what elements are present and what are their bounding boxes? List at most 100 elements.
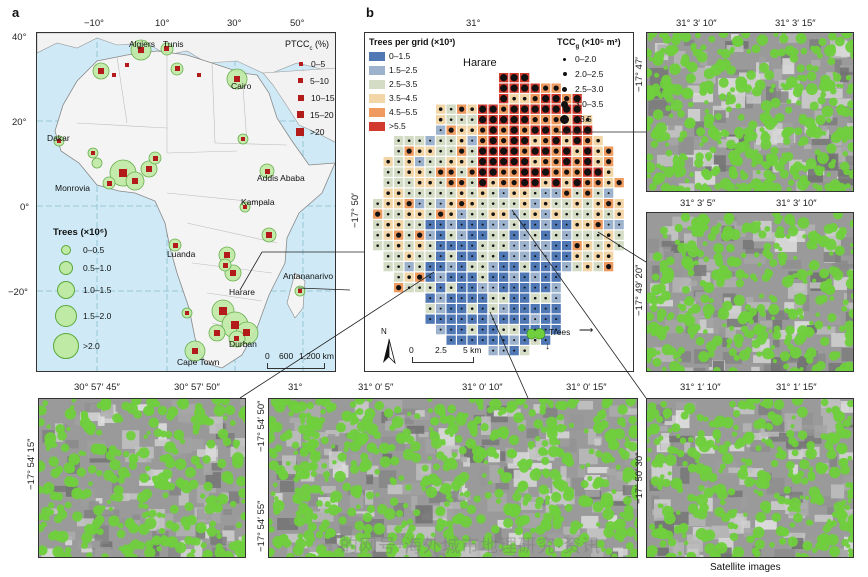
tcc-dot — [502, 318, 505, 321]
tcc-dot — [531, 105, 539, 113]
lat-tick: 40° — [12, 32, 27, 43]
tcc-dot — [513, 297, 516, 300]
y-tick: −17° 54′ 55″ — [256, 500, 267, 552]
tcc-dot — [534, 276, 537, 279]
tcc-dot — [418, 286, 421, 289]
tcc-dot — [429, 276, 432, 279]
color-swatch — [369, 107, 385, 117]
tcc-dot — [481, 244, 484, 247]
tcc-dot — [407, 244, 411, 247]
tcc-dot — [502, 286, 505, 289]
tcc-dot — [502, 233, 505, 237]
tcc-dot — [479, 168, 487, 176]
tcc-dot — [574, 243, 580, 249]
tcc-dot — [523, 223, 526, 226]
tcc-dot — [386, 233, 390, 237]
ptcc-legend-item: >20 — [310, 126, 325, 137]
tcc-dot — [543, 85, 549, 91]
tcc-dot — [450, 276, 453, 279]
tcc-dot — [502, 223, 505, 226]
tcc-dot — [460, 213, 463, 216]
tcc-dot — [407, 139, 411, 142]
city-label: Harare — [229, 287, 255, 297]
tcc-dot — [429, 265, 432, 268]
tcc-dot — [386, 222, 390, 227]
tcc-dot — [489, 147, 497, 155]
color-swatch — [369, 79, 385, 89]
tcc-dot — [502, 296, 505, 300]
tcc-dot — [470, 160, 474, 163]
tcc-dot — [492, 328, 495, 331]
tcc-dot — [500, 74, 508, 82]
tcc-dot — [489, 158, 497, 166]
tcc-dot — [491, 307, 495, 310]
tcc-dot — [428, 180, 432, 185]
x-tick: 31° 1′ 10″ — [680, 382, 721, 393]
tcc-dot — [439, 286, 442, 289]
tcc-dot — [565, 223, 568, 226]
city-label: Algiers — [129, 39, 155, 49]
tcc-dot — [606, 159, 612, 165]
tcc-dot — [479, 158, 487, 166]
tcc-dot — [533, 159, 537, 164]
tcc-dot — [481, 318, 484, 321]
tcc-dot — [470, 181, 474, 184]
tcc-dot — [471, 286, 474, 289]
tcc-dot — [417, 274, 423, 280]
trees-per-grid-label: >5.5 — [389, 121, 406, 131]
satellite-texture — [269, 399, 637, 557]
tcc-dot — [586, 212, 589, 216]
satellite-texture — [647, 213, 853, 371]
tcc-dot — [542, 105, 550, 113]
panel-a-letter: a — [12, 5, 20, 20]
tcc-dot — [544, 234, 547, 237]
tcc-legend-item: 0–2.0 — [575, 54, 597, 65]
lat-tick: 20° — [12, 117, 27, 128]
tcc-legend-title: TCCg (×10⁵ m²) — [557, 37, 621, 50]
tcc-dot — [418, 160, 421, 163]
x-tick: 31° 3′ 10″ — [776, 198, 817, 209]
tcc-dot — [534, 223, 537, 226]
tcc-dot — [596, 244, 600, 247]
tcc-dot — [544, 255, 547, 258]
tcc-dot — [471, 223, 474, 226]
trees-key: Trees ⟶ ↓ — [525, 325, 625, 365]
tcc-dot — [543, 180, 548, 185]
tcc-dot — [448, 127, 454, 133]
tcc-dot — [470, 307, 474, 310]
tcc-dot — [491, 254, 495, 258]
tcc-dot — [595, 180, 601, 186]
tcc-dot — [439, 139, 442, 142]
tcc-dot — [510, 74, 518, 82]
tcc-dot — [396, 201, 401, 206]
trees-per-grid-item: 4.5–5.5 — [369, 105, 455, 119]
tcc-dot — [552, 95, 560, 103]
arrow-down-icon: ↓ — [545, 341, 550, 352]
tcc-dot — [555, 318, 558, 321]
tcc-dot — [513, 234, 516, 237]
tcc-dot — [523, 265, 526, 268]
tcc-dot — [407, 233, 411, 237]
trees-per-grid-item: >5.5 — [369, 119, 455, 133]
tcc-dot — [521, 84, 529, 92]
tcc-dot — [555, 255, 558, 258]
tcc-dot — [500, 95, 508, 103]
tcc-dot — [439, 181, 442, 184]
tcc-dot — [481, 297, 484, 300]
tcc-dot — [397, 181, 400, 184]
tcc-dot — [479, 116, 487, 124]
tcc-dot — [460, 286, 463, 289]
tcc-dot — [418, 223, 421, 226]
tcc-dot — [606, 148, 612, 154]
tcc-dot — [521, 116, 529, 124]
satellite-texture — [647, 399, 853, 557]
tcc-dot — [501, 212, 506, 216]
city-label: Monrovia — [55, 183, 90, 193]
tcc-dot — [585, 138, 591, 144]
tcc-dot — [596, 138, 600, 143]
tcc-dot — [428, 170, 432, 174]
tcc-dot — [438, 169, 444, 175]
tcc-dot — [491, 212, 495, 216]
tcc-dot — [510, 126, 518, 134]
tcc-dot — [481, 307, 484, 310]
